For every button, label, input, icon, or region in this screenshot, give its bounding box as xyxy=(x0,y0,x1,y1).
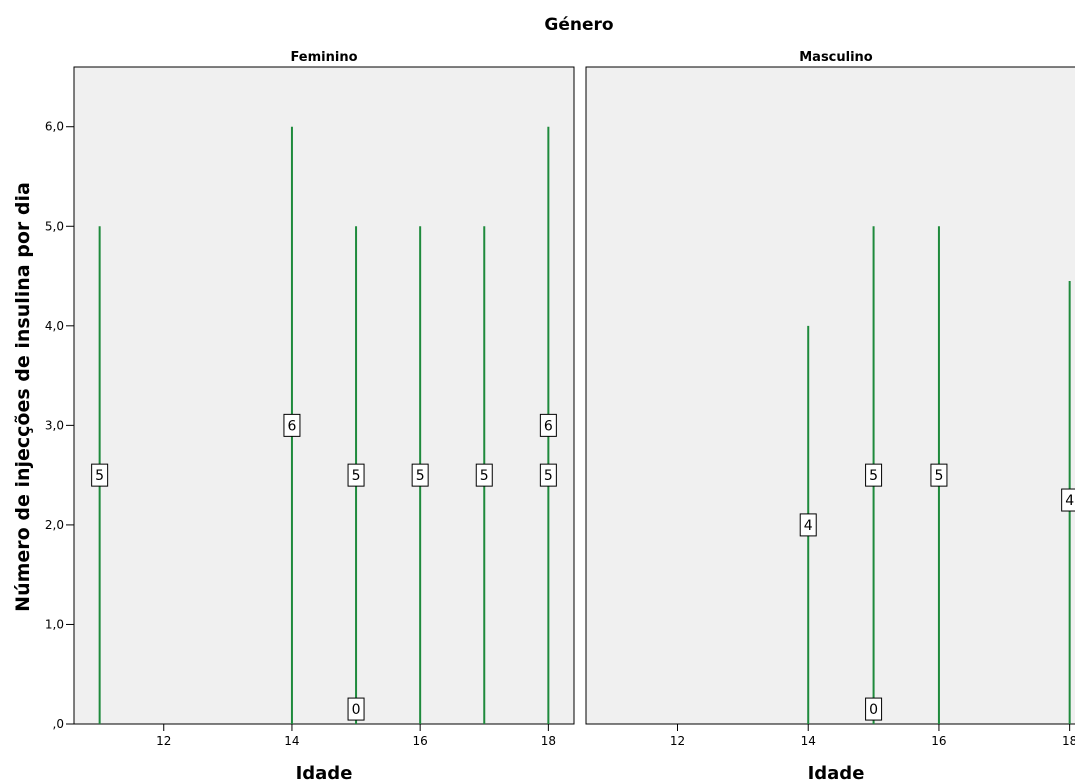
x-tick-label: 18 xyxy=(1062,734,1075,748)
data-label-box xyxy=(539,413,557,437)
y-tick-label: 5,0 xyxy=(45,219,64,233)
panel-masculino-x-axis-label: Idade xyxy=(808,763,865,782)
data-label-text: 5 xyxy=(544,468,553,484)
data-label-box xyxy=(865,697,883,721)
data-label-box xyxy=(283,413,301,437)
data-label-text: 4 xyxy=(1065,493,1074,509)
data-label-text: 6 xyxy=(544,418,553,434)
data-label: 5 xyxy=(539,463,557,487)
x-tick-label: 16 xyxy=(413,734,428,748)
data-label: 6 xyxy=(283,413,301,437)
data-label-text: 5 xyxy=(869,468,878,484)
y-tick-label: 3,0 xyxy=(45,418,64,432)
data-label-box xyxy=(865,463,883,487)
y-tick-label: 6,0 xyxy=(45,120,64,134)
data-label-text: 0 xyxy=(352,702,361,718)
data-label-text: 5 xyxy=(416,468,425,484)
y-tick-label: 1,0 xyxy=(45,617,64,631)
data-label-box xyxy=(411,463,429,487)
data-label: 5 xyxy=(930,463,948,487)
data-label: 5 xyxy=(347,463,365,487)
data-label: 5 xyxy=(475,463,493,487)
data-label-text: 5 xyxy=(934,468,943,484)
data-label-box xyxy=(1061,488,1075,512)
data-label-text: 5 xyxy=(95,468,104,484)
x-tick-label: 12 xyxy=(156,734,171,748)
x-tick-label: 16 xyxy=(931,734,946,748)
panel-title-feminino: Feminino xyxy=(290,50,357,65)
data-label: 5 xyxy=(865,463,883,487)
y-tick-label: ,0 xyxy=(53,717,64,731)
data-label-text: 0 xyxy=(869,702,878,718)
data-label: 0 xyxy=(347,697,365,721)
panel-feminino-x-ticks: 12 14 16 18 xyxy=(156,724,556,748)
panel-title-masculino: Masculino xyxy=(799,50,873,65)
data-label-text: 6 xyxy=(287,418,296,434)
x-tick-label: 12 xyxy=(670,734,685,748)
data-label-box xyxy=(347,463,365,487)
panel-feminino-data-labels: 5 6 5 0 5 5 6 5 xyxy=(91,413,557,721)
y-axis-ticks: ,0 1,0 2,0 3,0 4,0 5,0 6,0 xyxy=(45,120,74,731)
panel-feminino-x-axis-label: Idade xyxy=(296,763,353,782)
data-label-text: 5 xyxy=(480,468,489,484)
data-label: 4 xyxy=(799,513,817,537)
data-label: 6 xyxy=(539,413,557,437)
x-tick-label: 14 xyxy=(284,734,299,748)
data-label-box xyxy=(475,463,493,487)
panel-feminino-plot-area xyxy=(73,66,575,725)
x-tick-label: 18 xyxy=(541,734,556,748)
data-label-box xyxy=(539,463,557,487)
x-tick-label: 14 xyxy=(801,734,816,748)
data-label-box xyxy=(347,697,365,721)
panel-masculino-data-labels: 4 5 0 5 4 xyxy=(799,463,1075,721)
data-label-box xyxy=(930,463,948,487)
data-label: 5 xyxy=(411,463,429,487)
chart-title: Género xyxy=(544,15,613,35)
y-axis-label: Número de injecções de insulina por dia xyxy=(12,182,34,612)
panel-masculino-plot-area xyxy=(585,66,1075,725)
data-label: 5 xyxy=(91,463,109,487)
y-tick-label: 4,0 xyxy=(45,319,64,333)
data-label-box xyxy=(91,463,109,487)
y-tick-label: 2,0 xyxy=(45,518,64,532)
data-label-text: 5 xyxy=(352,468,361,484)
data-label-box xyxy=(799,513,817,537)
data-label-text: 4 xyxy=(804,518,813,534)
data-label: 4 xyxy=(1061,488,1075,512)
data-label: 0 xyxy=(865,697,883,721)
panel-masculino-x-ticks: 12 14 16 18 xyxy=(670,724,1075,748)
